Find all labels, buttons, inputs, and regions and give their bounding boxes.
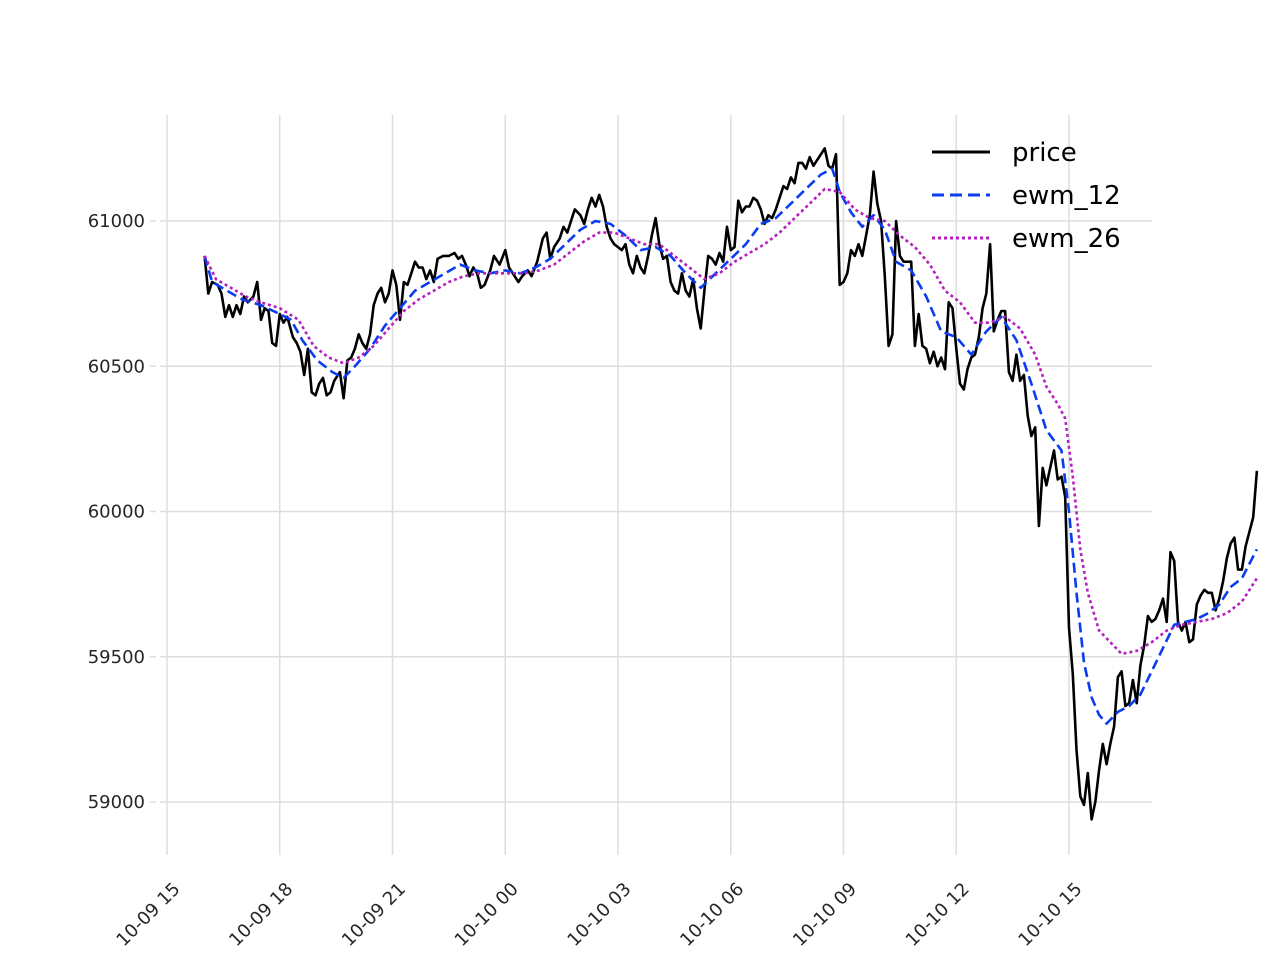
x-tick-label: 10-10 06 <box>676 879 748 951</box>
y-axis-ticks: 59000 59500 60000 60500 61000 <box>88 211 156 813</box>
x-axis-ticks: 10-09 15 10-09 18 10-09 21 10-10 00 10-10 03… <box>112 879 1086 951</box>
x-tick-label: 10-10 00 <box>451 879 523 951</box>
x-tick-label: 10-10 12 <box>902 879 974 951</box>
y-tick-label: 60500 <box>88 356 145 377</box>
x-tick-label: 10-10 03 <box>563 879 635 951</box>
legend-label-ewm_26: ewm_26 <box>1012 224 1121 254</box>
y-tick-label: 60000 <box>88 502 145 523</box>
legend: price ewm_12 ewm_26 <box>932 138 1121 254</box>
x-tick-label: 10-09 21 <box>338 879 410 951</box>
y-tick-label: 61000 <box>88 211 145 232</box>
x-tick-label: 10-10 15 <box>1014 879 1086 951</box>
series-lines <box>203 147 1259 821</box>
x-tick-label: 10-10 09 <box>789 879 861 951</box>
series-line-ewm_26 <box>203 187 1258 656</box>
y-tick-label: 59500 <box>88 647 145 668</box>
series-line-price <box>203 147 1259 821</box>
legend-label-price: price <box>1012 138 1077 168</box>
legend-label-ewm_12: ewm_12 <box>1012 181 1121 211</box>
x-tick-label: 10-09 15 <box>112 879 184 951</box>
y-tick-label: 59000 <box>88 792 145 813</box>
x-tick-label: 10-09 18 <box>225 879 297 951</box>
